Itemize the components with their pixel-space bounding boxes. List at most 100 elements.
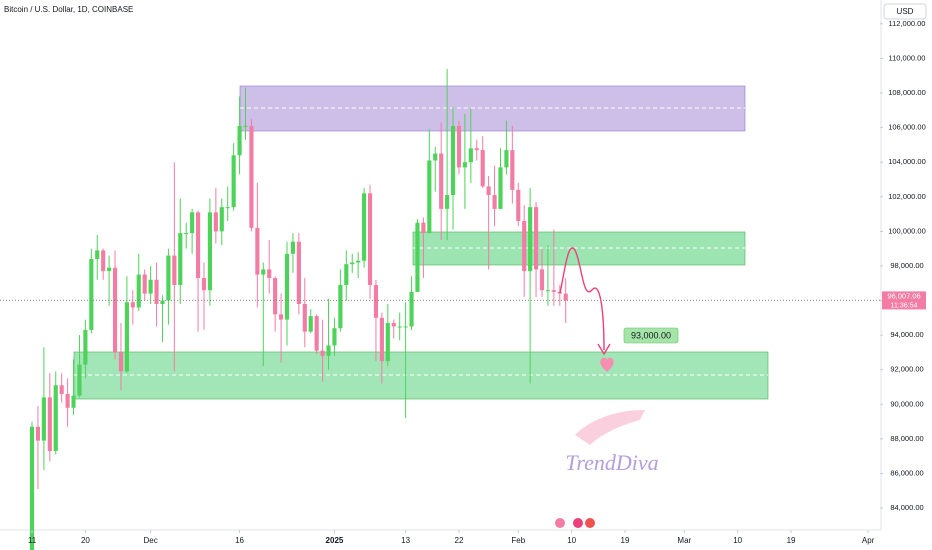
candle-body xyxy=(338,284,343,329)
candle-body xyxy=(332,328,337,346)
y-tick-label: 106,000.00 xyxy=(888,123,926,132)
candle-body xyxy=(409,291,414,327)
candle-body xyxy=(195,212,201,279)
x-tick-label: 2025 xyxy=(326,536,344,545)
candle-body xyxy=(486,186,491,196)
candle-body xyxy=(504,150,509,168)
y-tick-label: 88,000.00 xyxy=(890,434,923,443)
candle-body xyxy=(522,220,527,272)
x-tick-label: Mar xyxy=(677,536,691,545)
candle-body xyxy=(172,255,177,285)
candle-body xyxy=(326,345,331,356)
candle-body xyxy=(95,250,100,260)
watermark-hand xyxy=(575,410,645,445)
target-box xyxy=(623,327,679,344)
y-tick-label: 110,000.00 xyxy=(889,53,926,62)
candle-body xyxy=(166,255,171,301)
candle-body xyxy=(344,264,349,285)
candle-body xyxy=(528,207,533,272)
currency-button[interactable] xyxy=(883,3,927,20)
candle-body xyxy=(563,293,568,301)
candle-body xyxy=(510,150,515,190)
candle-body xyxy=(403,326,408,328)
candle-body xyxy=(118,352,124,372)
candle-body xyxy=(314,316,319,351)
target-label: 93,000.00 xyxy=(631,330,671,340)
x-tick-label: Feb xyxy=(511,536,525,545)
candle-body xyxy=(41,397,46,441)
currency-label: USD xyxy=(897,7,914,16)
candle-body xyxy=(373,284,379,318)
candle-body xyxy=(492,195,497,209)
candle-body xyxy=(148,279,153,294)
candle-body xyxy=(385,323,390,362)
y-tick-label: 112,000.00 xyxy=(889,19,926,28)
candle-body xyxy=(367,193,373,285)
candle-body xyxy=(59,385,64,394)
candle-body xyxy=(71,395,76,408)
candle-body xyxy=(421,222,426,234)
y-tick-label: 104,000.00 xyxy=(888,157,926,166)
y-tick-label: 108,000.00 xyxy=(888,88,926,97)
candle-body xyxy=(219,207,224,232)
candle-body xyxy=(391,323,396,327)
candle-body xyxy=(89,259,94,330)
candle-body xyxy=(53,385,58,451)
candle-body xyxy=(468,148,473,163)
candle-body xyxy=(302,303,307,332)
candle-body xyxy=(249,125,254,228)
candle-body xyxy=(296,241,301,304)
x-tick-label: 10 xyxy=(567,536,576,545)
candle-body xyxy=(35,426,41,441)
heart-icon xyxy=(600,357,614,372)
candle-body xyxy=(107,267,112,272)
candle-body xyxy=(184,233,189,235)
x-tick-label: 10 xyxy=(733,536,742,545)
event-icon xyxy=(555,518,565,528)
y-tick-label: 102,000.00 xyxy=(888,192,926,201)
x-tick-label: Dec xyxy=(144,536,158,545)
candle-body xyxy=(207,212,212,291)
candle-body xyxy=(243,125,248,127)
candle-body xyxy=(231,155,236,208)
candle-body xyxy=(290,241,296,254)
y-tick-label: 98,000.00 xyxy=(890,261,923,270)
x-tick-label: 16 xyxy=(235,536,244,545)
arrow-head xyxy=(597,343,611,356)
y-tick-label: 84,000.00 xyxy=(890,503,923,512)
candle-body xyxy=(136,274,141,308)
y-tick-label: 94,000.00 xyxy=(890,330,923,339)
candle-body xyxy=(445,195,450,209)
candle-body xyxy=(213,212,218,232)
candle-body xyxy=(415,222,420,292)
y-tick-label: 90,000.00 xyxy=(890,399,923,408)
candle-body xyxy=(83,329,88,365)
candle-body xyxy=(284,253,290,320)
x-tick-label: 22 xyxy=(455,536,464,545)
candle-body xyxy=(462,162,467,168)
last-price-label: 96,007.06 xyxy=(887,291,920,300)
candle-body xyxy=(237,125,242,156)
candle-body xyxy=(397,326,402,328)
candle-body xyxy=(516,189,521,221)
candle-body xyxy=(201,278,207,291)
candle-body xyxy=(124,302,129,372)
event-icons xyxy=(555,518,595,528)
x-tick-label: 19 xyxy=(787,536,796,545)
event-icon xyxy=(585,518,595,528)
x-tick-label: 19 xyxy=(621,536,630,545)
candle-body xyxy=(379,317,384,362)
candle-body xyxy=(320,350,325,356)
candle-body xyxy=(279,314,284,320)
candle-body xyxy=(498,167,503,209)
candle-body xyxy=(29,426,35,550)
countdown-label: 11:36:54 xyxy=(891,302,918,309)
watermark: TrendDiva xyxy=(565,450,658,475)
candle-body xyxy=(101,250,106,272)
candle-body xyxy=(551,290,556,292)
projection-arrow xyxy=(559,247,605,351)
candle-body xyxy=(450,125,456,196)
candle-body xyxy=(439,153,444,209)
x-tick-label: Apr xyxy=(862,536,875,545)
candle-body xyxy=(308,316,313,332)
